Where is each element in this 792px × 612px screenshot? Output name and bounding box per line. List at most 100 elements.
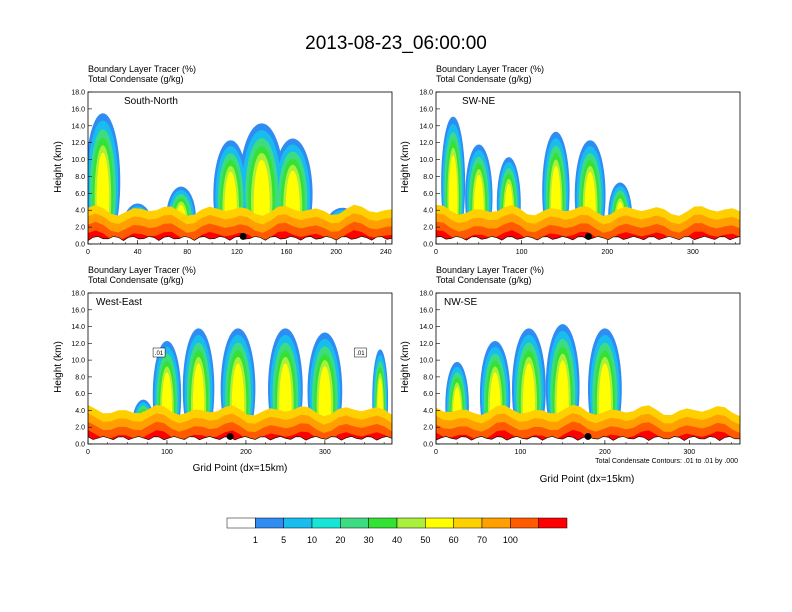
location-marker bbox=[584, 432, 592, 440]
y-tick-label: 6.0 bbox=[423, 391, 433, 398]
colorbar-label: 50 bbox=[420, 535, 430, 545]
x-tick-label: 300 bbox=[683, 449, 695, 456]
x-axis-label: Grid Point (dx=15km) bbox=[540, 474, 635, 485]
y-tick-label: 0.0 bbox=[75, 242, 85, 249]
colorbar-label: 100 bbox=[503, 535, 518, 545]
y-tick-label: 4.0 bbox=[423, 408, 433, 415]
location-marker bbox=[239, 232, 247, 240]
colorbar-label: 40 bbox=[392, 535, 402, 545]
colorbar-swatch bbox=[368, 517, 398, 529]
plot-frame bbox=[435, 292, 741, 445]
plot-frame bbox=[87, 292, 393, 445]
y-tick-label: 16.0 bbox=[419, 307, 433, 314]
panel-south-north: Boundary Layer Tracer (%) Total Condensa… bbox=[53, 64, 393, 256]
colorbar: 1 5 10 20 30 40 50 60 70 100 bbox=[226, 517, 568, 545]
panel-subtitle-line1: Boundary Layer Tracer (%) bbox=[436, 64, 544, 74]
colorbar-swatch bbox=[538, 517, 568, 529]
y-tick-label: 8.0 bbox=[75, 174, 85, 181]
y-tick-label: 16.0 bbox=[419, 106, 433, 113]
contour-label-box bbox=[152, 347, 166, 358]
y-tick-label: 2.0 bbox=[423, 225, 433, 232]
x-tick-label: 120 bbox=[231, 249, 243, 256]
plot-area-west-east: 0.0 2.0 4.0 6.0 8.0 10.0 12.0 14.0 16.0 18.0 0 100 2… bbox=[71, 291, 393, 456]
panel-subtitle-line1: Boundary Layer Tracer (%) bbox=[88, 265, 196, 275]
location-marker bbox=[584, 232, 592, 240]
plot-area-nw-se: 0.0 2.0 4.0 6.0 8.0 10.0 12.0 14.0 16.0 18.0 0 100 2… bbox=[419, 291, 741, 456]
panel-subtitle-line2: Total Condensate (g/kg) bbox=[436, 275, 532, 285]
y-tick-label: 16.0 bbox=[71, 106, 85, 113]
colorbar-label: 5 bbox=[281, 535, 286, 545]
x-tick-label: 0 bbox=[86, 449, 90, 456]
y-tick-label: 0.0 bbox=[423, 242, 433, 249]
y-tick-label: 8.0 bbox=[75, 374, 85, 381]
colorbar-swatch bbox=[311, 517, 341, 529]
y-tick-label: 16.0 bbox=[71, 307, 85, 314]
x-tick-label: 200 bbox=[240, 449, 252, 456]
y-tick-label: 0.0 bbox=[75, 442, 85, 449]
colorbar-label: 60 bbox=[449, 535, 459, 545]
y-tick-label: 12.0 bbox=[71, 140, 85, 147]
x-tick-label: 40 bbox=[134, 249, 142, 256]
footnote: Total Condensate Contours: .01 to .01 by… bbox=[595, 458, 738, 465]
y-tick-label: 6.0 bbox=[75, 191, 85, 198]
colorbar-swatch bbox=[226, 517, 256, 529]
y-tick-label: 18.0 bbox=[419, 291, 433, 298]
plot-frame bbox=[87, 91, 393, 245]
contour-label-box bbox=[354, 347, 367, 358]
y-tick-label: 14.0 bbox=[419, 123, 433, 130]
x-tick-label: 200 bbox=[599, 449, 611, 456]
colorbar-swatch bbox=[340, 517, 369, 529]
y-tick-label: 6.0 bbox=[423, 191, 433, 198]
y-tick-label: 14.0 bbox=[71, 123, 85, 130]
x-tick-label: 0 bbox=[86, 249, 90, 256]
terrain bbox=[88, 436, 392, 444]
x-tick-label: 0 bbox=[434, 249, 438, 256]
plot-frame bbox=[435, 91, 741, 245]
y-tick-label: 8.0 bbox=[423, 374, 433, 381]
y-tick-label: 12.0 bbox=[419, 140, 433, 147]
x-tick-label: 200 bbox=[330, 249, 342, 256]
y-axis-label: Height (km) bbox=[53, 341, 64, 393]
contour-label: .01 bbox=[155, 351, 164, 357]
y-axis-label: Height (km) bbox=[400, 341, 411, 393]
y-tick-label: 14.0 bbox=[419, 324, 433, 331]
y-tick-label: 8.0 bbox=[423, 174, 433, 181]
colorbar-swatch bbox=[425, 517, 454, 529]
x-tick-label: 100 bbox=[516, 249, 528, 256]
colorbar-label: 20 bbox=[335, 535, 345, 545]
tracer-field bbox=[88, 113, 392, 244]
x-tick-label: 80 bbox=[183, 249, 191, 256]
plot-area-south-north: 0.0 2.0 4.0 6.0 8.0 10.0 12.0 14.0 16.0 18.0 0 40 80… bbox=[71, 90, 393, 256]
cross-section-label: NW-SE bbox=[444, 297, 477, 308]
colorbar-swatch bbox=[283, 517, 313, 529]
colorbar-label: 30 bbox=[364, 535, 374, 545]
y-tick-label: 18.0 bbox=[419, 90, 433, 97]
x-tick-label: 300 bbox=[319, 449, 331, 456]
y-tick-label: 2.0 bbox=[75, 425, 85, 432]
colorbar-swatch bbox=[481, 517, 511, 529]
y-axis-label: Height (km) bbox=[400, 141, 411, 193]
tracer-field bbox=[436, 116, 740, 244]
panel-west-east: Boundary Layer Tracer (%) Total Condensa… bbox=[53, 265, 393, 474]
panel-subtitle-line2: Total Condensate (g/kg) bbox=[88, 275, 184, 285]
location-marker bbox=[226, 432, 234, 440]
x-tick-label: 240 bbox=[380, 249, 392, 256]
y-tick-label: 2.0 bbox=[75, 225, 85, 232]
x-tick-label: 200 bbox=[601, 249, 613, 256]
y-tick-label: 6.0 bbox=[75, 391, 85, 398]
colorbar-label: 70 bbox=[477, 535, 487, 545]
colorbar-swatch bbox=[453, 517, 483, 529]
panel-nw-se: Boundary Layer Tracer (%) Total Condensa… bbox=[400, 265, 741, 485]
tracer-field bbox=[436, 324, 740, 444]
x-tick-label: 100 bbox=[515, 449, 527, 456]
y-tick-label: 18.0 bbox=[71, 90, 85, 97]
y-tick-label: 12.0 bbox=[71, 341, 85, 348]
cross-section-label: SW-NE bbox=[462, 96, 495, 107]
x-tick-label: 100 bbox=[161, 449, 173, 456]
cross-section-label: South-North bbox=[124, 96, 178, 107]
cross-section-label: West-East bbox=[96, 297, 142, 308]
colorbar-label: 10 bbox=[307, 535, 317, 545]
y-tick-label: 4.0 bbox=[75, 208, 85, 215]
colorbar-swatch bbox=[255, 517, 284, 529]
x-tick-label: 300 bbox=[687, 249, 699, 256]
